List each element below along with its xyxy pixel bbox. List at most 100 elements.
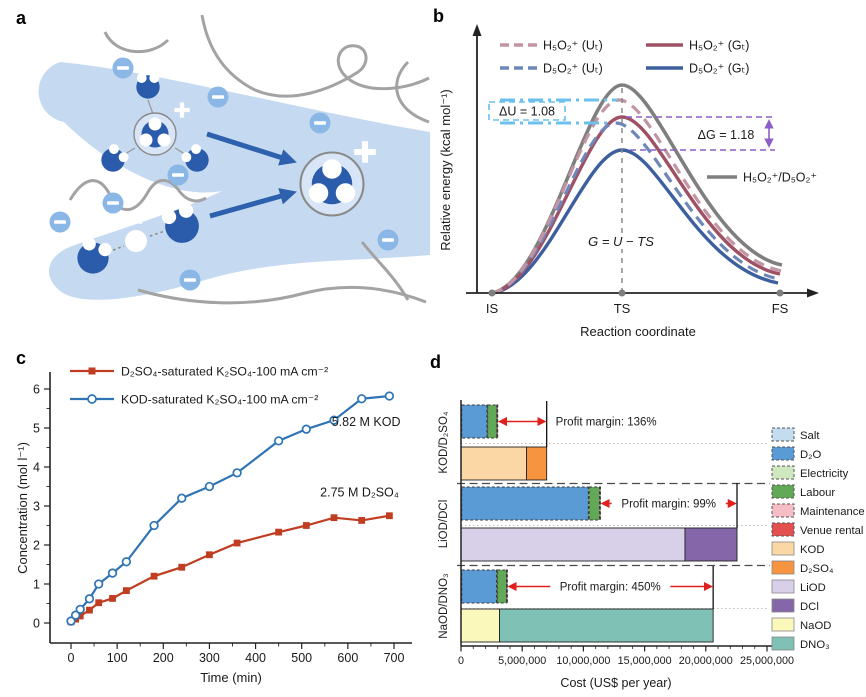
data-point — [75, 604, 85, 615]
x-tick-fs: FS — [772, 301, 789, 316]
panel-b-energy-diagram: G = U − TS ΔU = 1.08 ΔG = 1.18 H₅O₂⁺/D₅O… — [430, 0, 866, 350]
data-point — [206, 551, 213, 559]
x-tick-label: 200 — [153, 651, 174, 665]
y-axis-title: Relative energy (kcal mol⁻¹) — [438, 89, 453, 250]
data-point — [86, 606, 93, 614]
y-tick-label: 4 — [33, 460, 40, 474]
data-point — [121, 557, 132, 567]
cost-segment-Labour — [496, 569, 508, 604]
data-point — [109, 595, 116, 602]
panel-d-plot: Cost (US$ per year) Profit margin: 136% K… — [438, 400, 865, 690]
legend-swatch — [771, 427, 795, 442]
y-tick-label: 1 — [33, 577, 40, 591]
x-tick-label: 15,000,000 — [618, 655, 672, 667]
equation-bg — [580, 233, 662, 249]
panel-b-label: b — [433, 6, 444, 26]
x-axis-title: Time (min) — [200, 670, 262, 685]
data-point — [204, 481, 215, 492]
data-point — [275, 528, 283, 536]
data-point — [357, 394, 367, 404]
legend-swatch — [771, 522, 795, 537]
curve-h5o2-u — [491, 98, 783, 295]
y-tick-label: 0 — [33, 616, 40, 630]
legend-swatch — [771, 579, 795, 594]
transfer-arrow — [206, 131, 297, 166]
cost-segment-Labour — [588, 486, 601, 521]
legend-swatch — [771, 484, 795, 499]
x-tick-label: 300 — [199, 651, 220, 665]
data-point — [330, 514, 338, 522]
revenue-segment-DCl — [684, 527, 738, 562]
profit-label: Profit margin: 99% — [621, 499, 716, 511]
legend-label: LiOD — [800, 582, 826, 594]
panel-c-plot: Time (min) Concentration (mol l⁻¹) 0 100 2… — [15, 365, 412, 685]
curve-d5o2-u — [491, 121, 780, 295]
data-point — [177, 493, 187, 503]
cost-segment-Labour — [487, 404, 498, 439]
delta-g-annotation: ΔG = 1.18 — [626, 116, 775, 151]
revenue-segment-D₂SO₄ — [526, 446, 548, 481]
y-tick-label: 5 — [33, 421, 40, 435]
legend-label: DCl — [800, 601, 819, 613]
panel-a-drawing — [38, 14, 430, 305]
legend-label: KOD — [800, 544, 824, 556]
proton-transfer-dots — [107, 230, 166, 253]
delta-u-label: ΔU = 1.08 — [499, 105, 555, 119]
legend-label: D₂O — [800, 449, 822, 461]
legend-label: H₅O₂⁺ (Uₜ) — [543, 39, 603, 53]
data-point — [329, 415, 339, 425]
legend-marker — [87, 394, 97, 404]
delta-u-annotation: ΔU = 1.08 — [488, 98, 617, 125]
curve-h5o2-g — [491, 115, 781, 295]
data-point — [233, 539, 241, 547]
data-point — [76, 612, 84, 620]
data-point — [150, 572, 158, 580]
legend-label: D₅O₂⁺ (Gₜ) — [689, 62, 749, 76]
x-tick-label: 100 — [107, 651, 128, 665]
data-point — [385, 512, 393, 520]
x-axis-title: Reaction coordinate — [580, 324, 696, 339]
legend-label: D₂SO₄-saturated K₂SO₄-100 mA cm⁻² — [121, 365, 328, 379]
legend-label: H₅O₂⁺ (Gₜ) — [689, 39, 749, 53]
polymer-chains — [68, 14, 430, 305]
delta-g-label: ΔG = 1.18 — [698, 128, 755, 142]
curve-annotation: 5.82 M KOD — [332, 415, 401, 429]
data-point — [95, 599, 103, 607]
x-axis-arrowhead — [807, 288, 819, 298]
data-point — [149, 520, 159, 531]
x-tick-label: 5,000,000 — [498, 655, 546, 667]
series-line — [70, 394, 390, 622]
legend-swatch — [771, 465, 795, 480]
h-bond — [147, 99, 154, 115]
panel-c-line-chart: Time (min) Concentration (mol l⁻¹) 0 100 2… — [10, 350, 430, 697]
ts-point — [618, 289, 626, 297]
legend-label: Venue rental — [800, 525, 863, 537]
x-tick-label: 10,000,000 — [556, 655, 610, 667]
data-point — [94, 579, 104, 589]
legend-swatch — [771, 503, 795, 518]
y-tick-label: 6 — [33, 382, 40, 396]
x-tick-is: IS — [486, 301, 499, 316]
group-label: KOD/D₂SO₄ — [438, 411, 450, 474]
y-tick-label: 3 — [33, 499, 40, 513]
data-point — [302, 522, 310, 529]
legend-swatch — [771, 598, 795, 613]
legend-label: NaOD — [800, 620, 831, 632]
legend-swatch — [771, 560, 795, 575]
legend-label: Salt — [800, 430, 820, 442]
x-tick-label: 20,000,000 — [679, 655, 733, 667]
x-tick-label: 0 — [68, 651, 75, 665]
legend-label: Labour — [800, 487, 835, 499]
equation-text: G = U − TS — [588, 234, 654, 249]
x-tick-label: 400 — [245, 651, 266, 665]
group-label: LiOD/DCl — [438, 500, 450, 549]
profit-label-bg — [550, 579, 671, 594]
data-point — [84, 594, 95, 604]
data-point — [70, 610, 81, 620]
curve-annotation: 2.75 M D₂SO₄ — [320, 485, 399, 499]
x-tick-label: 500 — [291, 651, 312, 665]
legend-swatch — [771, 636, 795, 651]
cost-segment-D₂O — [461, 486, 589, 521]
x-axis-title: Cost (US$ per year) — [560, 676, 671, 690]
y-axis-title: Concentration (mol l⁻¹) — [15, 442, 30, 574]
